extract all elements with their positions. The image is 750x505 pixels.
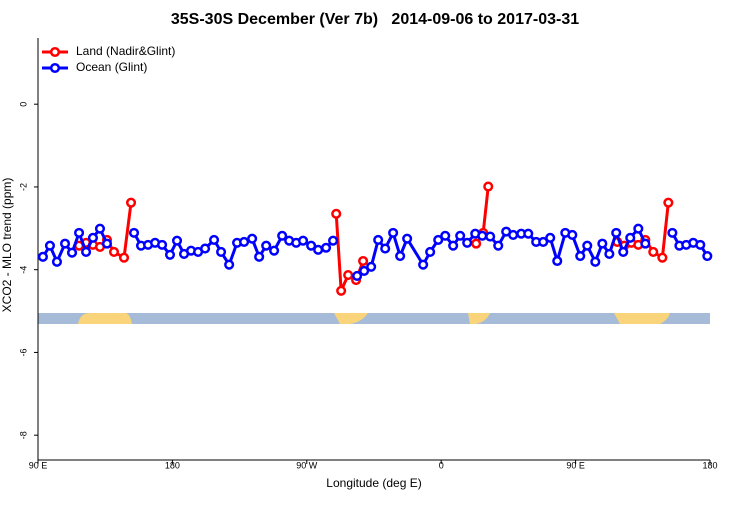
y-axis-label: XCO2 - MLO trend (ppm) xyxy=(0,178,14,313)
data-point xyxy=(37,251,48,262)
x-tick-label: 180 xyxy=(165,460,180,470)
data-point xyxy=(582,240,593,251)
data-point xyxy=(575,250,586,262)
data-point xyxy=(358,255,369,267)
data-point xyxy=(440,230,451,241)
data-point xyxy=(640,238,651,249)
data-point xyxy=(663,197,674,208)
data-point xyxy=(74,227,85,238)
data-point xyxy=(261,240,272,251)
legend-marker xyxy=(49,46,61,58)
data-point xyxy=(306,240,317,251)
data-point xyxy=(590,256,601,267)
data-point xyxy=(254,251,265,262)
data-point xyxy=(328,235,339,246)
data-point xyxy=(618,246,629,257)
data-point xyxy=(66,247,78,258)
data-point xyxy=(224,259,235,270)
data-point xyxy=(597,238,608,249)
series-line xyxy=(41,225,709,278)
x-tick-label: 0 xyxy=(439,460,444,470)
data-point xyxy=(209,234,220,245)
data-point xyxy=(157,239,168,250)
data-point xyxy=(523,228,534,239)
data-point xyxy=(493,240,504,251)
data-point xyxy=(359,265,370,276)
chart-title: 35S-30S December (Ver 7b) 2014-09-06 to … xyxy=(171,11,579,28)
data-point xyxy=(388,227,399,238)
data-point xyxy=(352,270,363,281)
data-point xyxy=(695,239,706,250)
y-tick-label: -6 xyxy=(18,348,28,356)
x-axis-label: Longitude (deg E) xyxy=(326,476,421,490)
data-point xyxy=(321,242,332,253)
data-point xyxy=(567,229,578,240)
legend-label: Land (Nadir&Glint) xyxy=(76,44,175,58)
data-point xyxy=(433,234,444,245)
y-tick-label: -4 xyxy=(18,266,28,274)
x-tick-label: 90 E xyxy=(29,460,48,470)
data-point xyxy=(448,240,459,251)
data-point xyxy=(87,232,99,243)
data-point xyxy=(485,231,496,242)
data-point xyxy=(611,227,622,238)
data-point xyxy=(471,238,482,249)
data-point xyxy=(604,248,615,260)
data-point xyxy=(94,223,106,234)
y-tick-label: -8 xyxy=(18,431,28,439)
data-point xyxy=(164,249,176,260)
data-point xyxy=(552,255,563,267)
data-point xyxy=(508,229,519,240)
data-point xyxy=(538,236,549,248)
y-tick-label: -2 xyxy=(18,183,28,191)
data-point xyxy=(395,250,406,262)
data-point xyxy=(625,232,636,243)
legend-label: Ocean (Glint) xyxy=(76,60,147,74)
data-point xyxy=(648,246,659,257)
data-point xyxy=(380,243,391,254)
data-point xyxy=(247,233,258,244)
data-point xyxy=(343,270,354,281)
data-point xyxy=(298,235,309,246)
data-point xyxy=(59,238,71,249)
data-point xyxy=(633,223,644,234)
data-point xyxy=(239,236,250,248)
data-point xyxy=(462,237,473,248)
data-point xyxy=(331,208,342,219)
data-point xyxy=(44,240,55,251)
data-point xyxy=(128,227,140,238)
data-point xyxy=(108,246,120,257)
data-point xyxy=(402,233,413,244)
land-mask-strip xyxy=(38,313,710,324)
data-point xyxy=(418,259,429,270)
data-point xyxy=(101,238,113,249)
data-point xyxy=(269,245,280,256)
data-point xyxy=(200,243,211,254)
data-point xyxy=(545,232,556,243)
data-point xyxy=(277,230,288,241)
x-tick-label: 90 W xyxy=(296,460,318,470)
legend-marker xyxy=(49,62,61,74)
data-point xyxy=(336,285,347,296)
data-point xyxy=(313,244,324,255)
data-point xyxy=(455,230,466,241)
data-point xyxy=(667,227,678,238)
data-point xyxy=(425,246,436,257)
data-point xyxy=(125,197,137,208)
data-point xyxy=(657,252,668,263)
data-point xyxy=(483,181,494,192)
data-point xyxy=(373,234,384,245)
y-tick-label: 0 xyxy=(18,102,28,107)
data-point xyxy=(366,261,377,272)
data-point xyxy=(702,250,713,262)
data-point xyxy=(171,235,183,246)
data-point xyxy=(477,230,488,241)
x-tick-label: 180 xyxy=(702,460,717,470)
x-tick-label: 90 E xyxy=(566,460,585,470)
data-point xyxy=(118,252,130,263)
data-point xyxy=(216,246,227,257)
data-point xyxy=(81,246,92,257)
data-point xyxy=(51,256,63,267)
